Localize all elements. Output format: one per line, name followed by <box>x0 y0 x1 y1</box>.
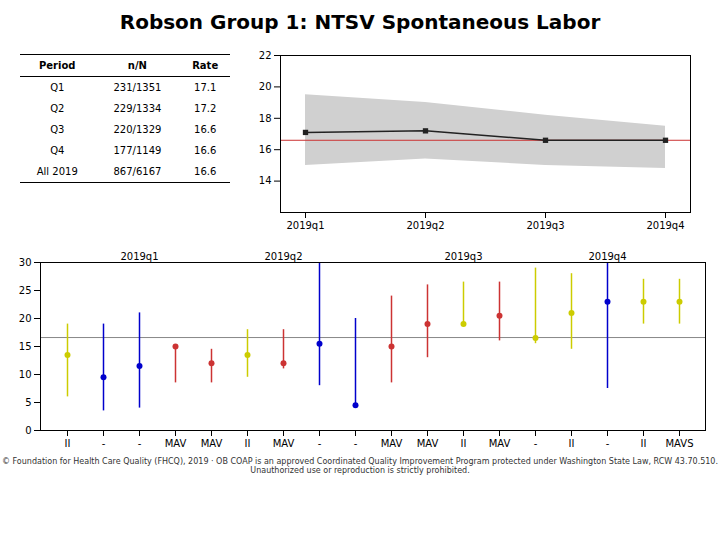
svg-text:20: 20 <box>259 81 272 92</box>
svg-text:2019q3: 2019q3 <box>526 220 564 231</box>
svg-text:MAV: MAV <box>201 438 223 449</box>
html-text:229/1334: 229/1334 <box>113 103 162 114</box>
svg-text:MAV: MAV <box>417 438 439 449</box>
svg-text:2019q1: 2019q1 <box>286 220 324 231</box>
svg-text:II: II <box>569 438 575 449</box>
svg-text:15: 15 <box>19 341 32 352</box>
svg-text:MAV: MAV <box>273 438 295 449</box>
html-text:867/6167: 867/6167 <box>113 166 162 177</box>
svg-text:5: 5 <box>25 397 31 408</box>
svg-text:2019q4: 2019q4 <box>646 220 684 231</box>
svg-text:II: II <box>65 438 71 449</box>
html-text:16.6: 16.6 <box>194 124 217 135</box>
svg-text:2019q2: 2019q2 <box>264 251 302 262</box>
svg-text:-: - <box>354 438 358 449</box>
svg-text:2019q1: 2019q1 <box>120 251 158 262</box>
html-text:Period: Period <box>39 60 76 71</box>
svg-text:18: 18 <box>259 113 272 124</box>
html-text:16.6: 16.6 <box>194 145 217 156</box>
svg-text:14: 14 <box>259 175 272 186</box>
svg-text:MAV: MAV <box>381 438 403 449</box>
svg-text:MAVS: MAVS <box>665 438 693 449</box>
html-text:16.6: 16.6 <box>194 166 217 177</box>
svg-text:II: II <box>245 438 251 449</box>
html-text:n/N: n/N <box>127 60 147 71</box>
svg-text:10: 10 <box>19 369 32 380</box>
svg-text:-: - <box>102 438 106 449</box>
html-text:17.1: 17.1 <box>194 82 217 93</box>
svg-text:2019q3: 2019q3 <box>444 251 482 262</box>
html-text:Q1: Q1 <box>50 82 65 93</box>
svg-text:25: 25 <box>19 285 32 296</box>
html-text:Q4: Q4 <box>50 145 65 156</box>
svg-text:-: - <box>138 438 142 449</box>
svg-text:20: 20 <box>19 313 32 324</box>
svg-text:2019q4: 2019q4 <box>588 251 626 262</box>
html-text:Robson Group 1: NTSV Spontaneo: Robson Group 1: NTSV Spontaneous Labor <box>119 10 601 34</box>
html-text:Q3: Q3 <box>50 124 65 135</box>
html-text:177/1149: 177/1149 <box>113 145 162 156</box>
html-text:Q2: Q2 <box>50 103 65 114</box>
svg-text:MAV: MAV <box>489 438 511 449</box>
svg-text:2019q2: 2019q2 <box>406 220 444 231</box>
html-text:Rate: Rate <box>192 60 219 71</box>
html-text:231/1351: 231/1351 <box>113 82 162 93</box>
svg-text:0: 0 <box>25 425 31 436</box>
html-text:17.2: 17.2 <box>194 103 217 114</box>
html-text:220/1329: 220/1329 <box>113 124 162 135</box>
svg-text:MAV: MAV <box>165 438 187 449</box>
svg-text:II: II <box>461 438 467 449</box>
svg-text:II: II <box>641 438 647 449</box>
svg-text:-: - <box>606 438 610 449</box>
svg-text:22: 22 <box>259 50 272 61</box>
svg-text:-: - <box>534 438 538 449</box>
html-text:All 2019: All 2019 <box>36 166 78 177</box>
svg-text:16: 16 <box>259 144 272 155</box>
html-text:© Foundation for Health Care Q: © Foundation for Health Care Quality (FH… <box>2 457 718 475</box>
svg-text:30: 30 <box>19 257 32 268</box>
svg-text:-: - <box>318 438 322 449</box>
